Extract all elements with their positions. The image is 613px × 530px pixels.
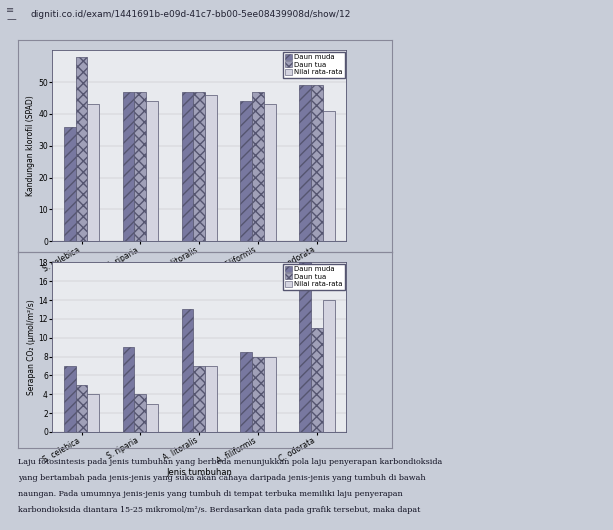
Bar (181, 92, 193, 241)
Bar (252, 92, 264, 241)
Y-axis label: Kandungan klorofil (SPAD): Kandungan klorofil (SPAD) (26, 95, 36, 196)
Bar (205, 95, 217, 241)
Text: yang bertambah pada jenis-jenis yang suka akan cahaya daripada jenis-jenis yang : yang bertambah pada jenis-jenis yang suk… (18, 474, 426, 482)
Bar (88, 104, 99, 241)
Text: Laju fotosintesis pada jenis tumbuhan yang berbeda menunjukkan pola laju penyera: Laju fotosintesis pada jenis tumbuhan ya… (18, 458, 443, 466)
Bar (193, 92, 205, 241)
Bar (205, 366, 217, 432)
Text: naungan. Pada umumnya jenis-jenis yang tumbuh di tempat terbuka memiliki laju pe: naungan. Pada umumnya jenis-jenis yang t… (18, 490, 403, 498)
Bar (88, 394, 99, 432)
Bar (299, 262, 311, 432)
Bar (123, 92, 134, 241)
Bar (252, 357, 264, 432)
Bar (323, 111, 335, 241)
Bar (240, 352, 252, 432)
Y-axis label: Serapan CO₂ (μmol/m²/s): Serapan CO₂ (μmol/m²/s) (26, 299, 36, 395)
Bar (75, 385, 88, 432)
Bar (64, 127, 75, 241)
Bar (323, 300, 335, 432)
Bar (311, 85, 323, 241)
Bar (75, 57, 88, 241)
Text: karbondioksida diantara 15-25 mikromol/m²/s. Berdasarkan data pada grafik terseb: karbondioksida diantara 15-25 mikromol/m… (18, 506, 421, 514)
Bar (64, 366, 75, 432)
Bar (123, 347, 134, 432)
Bar (264, 357, 276, 432)
Bar (134, 92, 147, 241)
Bar (311, 328, 323, 432)
Bar (147, 404, 158, 432)
Legend: Daun muda, Daun tua, Nilai rata-rata: Daun muda, Daun tua, Nilai rata-rata (283, 52, 345, 77)
Legend: Daun muda, Daun tua, Nilai rata-rata: Daun muda, Daun tua, Nilai rata-rata (283, 264, 345, 289)
Bar (193, 366, 205, 432)
Text: ≡
—: ≡ — (6, 5, 16, 24)
Bar (181, 310, 193, 432)
Bar (147, 101, 158, 241)
Bar (134, 394, 147, 432)
X-axis label: Jenis tumbuhan: Jenis tumbuhan (166, 278, 232, 287)
X-axis label: Jenis tumbuhan: Jenis tumbuhan (166, 469, 232, 478)
Bar (299, 85, 311, 241)
Bar (264, 104, 276, 241)
Text: digniti.co.id/exam/1441691b-e09d-41c7-bb00-5ee08439908d/show/12: digniti.co.id/exam/1441691b-e09d-41c7-bb… (31, 10, 351, 19)
Bar (240, 101, 252, 241)
